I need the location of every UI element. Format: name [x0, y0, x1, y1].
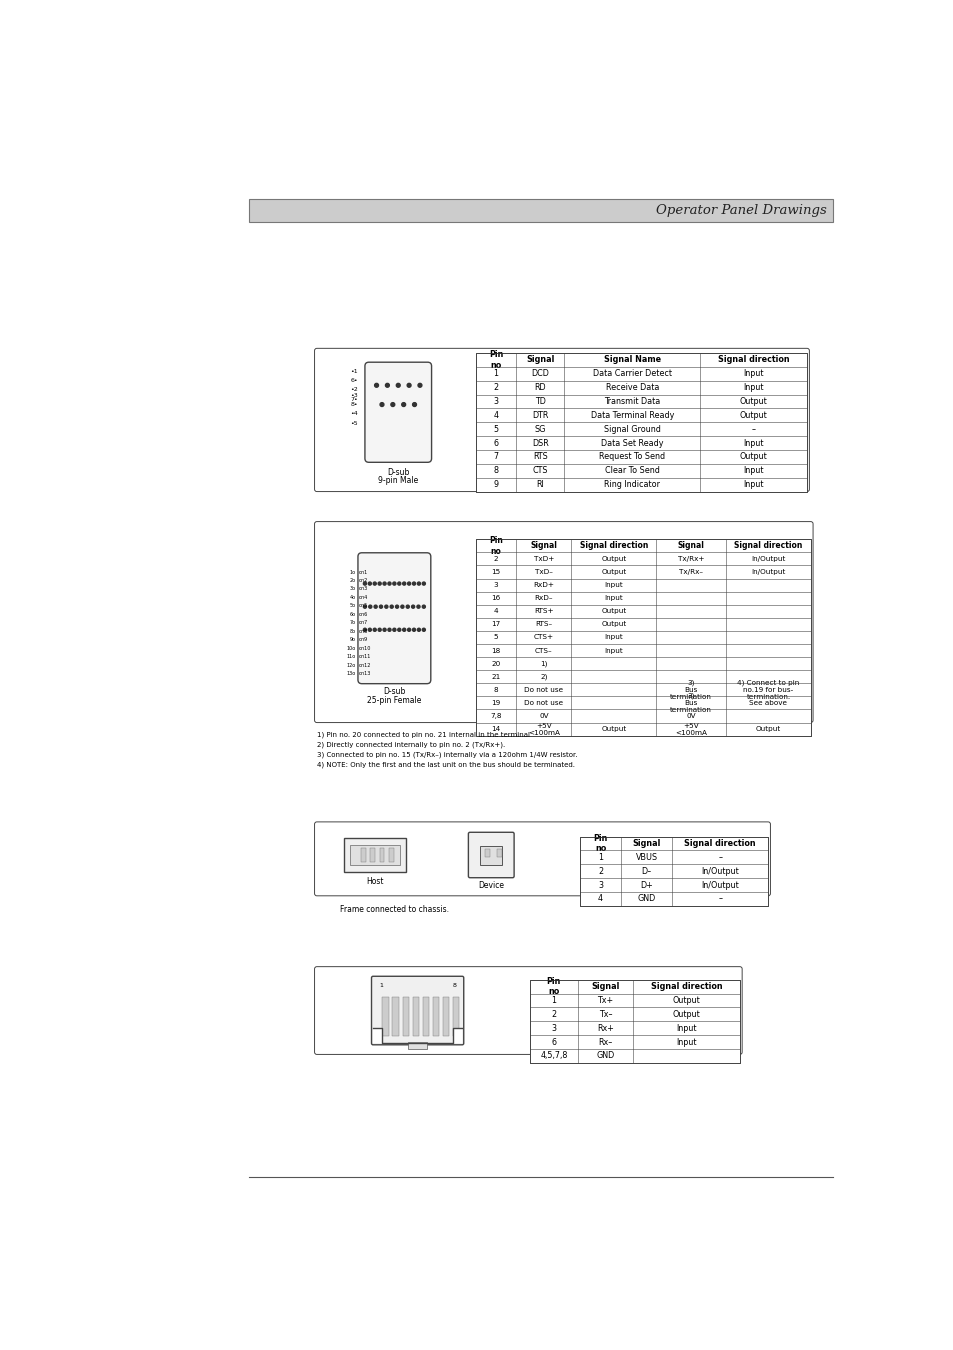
Text: RxD+: RxD+ — [533, 582, 554, 589]
Text: Host: Host — [366, 878, 383, 886]
Text: Pin
no: Pin no — [488, 350, 502, 370]
Text: 1) Pin no. 20 connected to pin no. 21 internal in the terminal: 1) Pin no. 20 connected to pin no. 21 in… — [316, 732, 529, 737]
Text: 7•: 7• — [350, 397, 357, 402]
Ellipse shape — [391, 402, 395, 406]
Text: 13o: 13o — [346, 671, 355, 676]
Ellipse shape — [363, 628, 366, 632]
Bar — [379, 848, 384, 863]
Text: Output: Output — [739, 452, 767, 462]
Text: 4: 4 — [598, 895, 602, 903]
Bar — [389, 848, 394, 863]
Bar — [392, 998, 398, 1035]
Text: RxD–: RxD– — [534, 595, 553, 601]
Text: 3: 3 — [551, 1023, 556, 1033]
Text: 7o: 7o — [349, 621, 355, 625]
Text: 3: 3 — [493, 582, 497, 589]
Text: GND: GND — [596, 1052, 614, 1061]
Text: TxD–: TxD– — [535, 570, 552, 575]
Ellipse shape — [373, 628, 375, 632]
Text: D-sub: D-sub — [383, 687, 405, 695]
Ellipse shape — [363, 605, 366, 609]
Text: Signal direction: Signal direction — [683, 838, 756, 848]
Text: Input: Input — [742, 481, 763, 489]
Text: on6: on6 — [358, 612, 368, 617]
Bar — [373, 1027, 382, 1044]
Ellipse shape — [402, 628, 405, 632]
Text: Input: Input — [676, 1038, 696, 1046]
Ellipse shape — [379, 605, 382, 609]
Bar — [579, 837, 767, 906]
Ellipse shape — [412, 582, 416, 585]
Text: DTR: DTR — [532, 410, 548, 420]
Text: Receive Data: Receive Data — [605, 383, 659, 392]
Text: SG: SG — [534, 425, 545, 433]
Text: •3: •3 — [350, 393, 357, 398]
Text: 3)
Bus
termination: 3) Bus termination — [669, 693, 711, 713]
Text: VBUS: VBUS — [635, 853, 657, 861]
Text: 2: 2 — [493, 556, 497, 562]
Bar — [370, 848, 375, 863]
Text: 6: 6 — [493, 439, 498, 448]
Text: on12: on12 — [358, 663, 371, 668]
Text: In/Output: In/Output — [700, 867, 739, 876]
Ellipse shape — [390, 605, 393, 609]
Ellipse shape — [374, 605, 376, 609]
Text: 8o: 8o — [349, 629, 355, 633]
Ellipse shape — [407, 582, 410, 585]
Bar — [442, 998, 449, 1035]
Text: Output: Output — [600, 609, 626, 614]
Text: In/Output: In/Output — [750, 556, 784, 562]
Text: –: – — [751, 425, 755, 433]
Text: on1: on1 — [358, 570, 368, 575]
Text: 0V: 0V — [538, 713, 548, 720]
Text: 10o: 10o — [346, 645, 355, 651]
Text: Tx/Rx–: Tx/Rx– — [679, 570, 702, 575]
Text: 5o: 5o — [349, 603, 355, 609]
Ellipse shape — [379, 402, 383, 406]
Ellipse shape — [411, 605, 415, 609]
Text: 2o: 2o — [349, 578, 355, 583]
Text: Tx–: Tx– — [598, 1010, 612, 1019]
Text: 2): 2) — [539, 674, 547, 680]
Bar — [476, 539, 810, 736]
Text: Output: Output — [600, 570, 626, 575]
Bar — [412, 998, 418, 1035]
Text: 11o: 11o — [346, 655, 355, 659]
Text: Output: Output — [600, 726, 626, 732]
Text: •4: •4 — [350, 412, 357, 416]
Text: D+: D+ — [639, 880, 652, 890]
Text: Do not use: Do not use — [524, 699, 563, 706]
Text: Signal direction: Signal direction — [734, 541, 801, 551]
Text: 3o: 3o — [349, 586, 355, 591]
Text: CTS–: CTS– — [535, 648, 552, 653]
Text: on11: on11 — [358, 655, 371, 659]
Text: Transmit Data: Transmit Data — [603, 397, 659, 406]
Text: Input: Input — [604, 634, 622, 640]
Bar — [497, 849, 501, 856]
Text: on3: on3 — [358, 586, 368, 591]
Text: Signal: Signal — [591, 983, 619, 991]
Text: Input: Input — [604, 595, 622, 601]
Text: 2) Directly connected internally to pin no. 2 (Tx/Rx+).: 2) Directly connected internally to pin … — [316, 741, 504, 748]
Ellipse shape — [401, 402, 405, 406]
Text: RTS+: RTS+ — [534, 609, 553, 614]
Text: 7: 7 — [493, 452, 498, 462]
Text: •1: •1 — [350, 369, 357, 374]
Text: on5: on5 — [358, 603, 368, 609]
Text: 1: 1 — [493, 370, 498, 378]
Text: 8•: 8• — [350, 402, 357, 408]
Text: 4: 4 — [493, 609, 497, 614]
Text: 19: 19 — [491, 699, 500, 706]
Bar — [249, 198, 832, 221]
Bar — [350, 845, 399, 864]
Bar — [344, 837, 406, 872]
Ellipse shape — [397, 628, 400, 632]
Ellipse shape — [400, 605, 403, 609]
Ellipse shape — [402, 582, 405, 585]
Ellipse shape — [416, 582, 420, 585]
Text: Pin
no: Pin no — [593, 834, 607, 853]
Text: 4,5,7,8: 4,5,7,8 — [539, 1052, 567, 1061]
Text: on7: on7 — [358, 621, 368, 625]
Text: Output: Output — [600, 556, 626, 562]
Text: TD: TD — [535, 397, 545, 406]
